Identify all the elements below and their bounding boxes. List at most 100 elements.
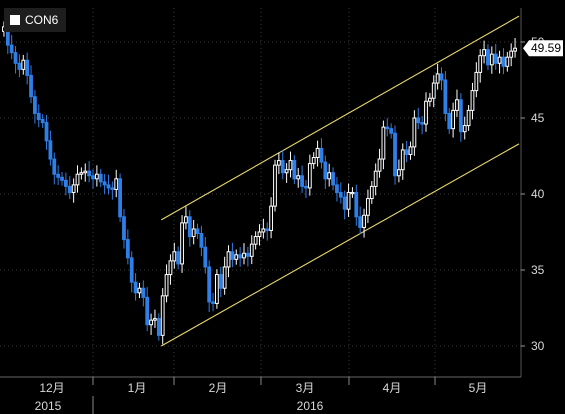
y-axis: 3035404550 — [520, 8, 545, 377]
candle-body — [180, 222, 184, 265]
candle-body — [106, 184, 111, 189]
candle-body — [431, 82, 436, 99]
candle-body — [75, 173, 80, 186]
candle-body — [261, 228, 266, 233]
candle-body — [416, 117, 421, 124]
candle-body — [71, 184, 76, 193]
candle-body — [176, 251, 181, 265]
candle-body — [87, 170, 92, 177]
candle-body — [292, 160, 297, 180]
candle-body — [17, 62, 22, 70]
candle-body — [40, 119, 45, 124]
candle-body — [315, 147, 320, 159]
candle-body — [153, 318, 157, 321]
candle-body — [435, 73, 440, 84]
candle-body — [501, 56, 506, 67]
candle-body — [149, 319, 153, 326]
candle-body — [358, 216, 363, 228]
candle-body — [118, 178, 122, 218]
candle-body — [29, 74, 33, 98]
candle-body — [114, 178, 119, 190]
candle-body — [249, 243, 254, 257]
candle-body — [133, 281, 138, 294]
candle-body — [362, 214, 366, 228]
candle-body — [474, 71, 479, 92]
candle-body — [9, 44, 14, 54]
candle-body — [493, 53, 498, 64]
channel-upper-line — [160, 15, 520, 221]
candle-body — [373, 170, 378, 187]
candle-body — [48, 140, 53, 160]
candle-body — [424, 100, 428, 125]
candle-body — [56, 173, 61, 178]
candle-body — [420, 122, 425, 125]
candle-body — [184, 216, 188, 224]
x-year-label: 2015 — [35, 399, 62, 413]
candle-body — [211, 301, 215, 304]
candle-body — [21, 59, 26, 70]
candle-body — [67, 185, 72, 193]
x-axis-band — [0, 377, 565, 414]
candle-body — [342, 196, 347, 210]
candlesticks — [2, 19, 517, 345]
candle-body — [389, 128, 394, 134]
candle-body — [427, 97, 432, 102]
candle-body — [160, 295, 165, 336]
candle-body — [497, 56, 502, 64]
candle-body — [350, 191, 355, 195]
candle-body — [307, 163, 312, 189]
legend[interactable]: CON6 — [4, 8, 67, 32]
candle-body — [83, 170, 88, 174]
candle-body — [13, 52, 18, 64]
candle-body — [296, 175, 301, 180]
x-month-label: 5月 — [469, 381, 488, 395]
candle-body — [125, 239, 130, 259]
candle-body — [280, 160, 285, 174]
candle-body — [489, 53, 494, 66]
candle-body — [52, 158, 57, 175]
x-year-label: 2016 — [297, 399, 324, 413]
last-price-label: 49.59 — [523, 40, 563, 57]
last-price-box — [523, 40, 563, 57]
candle-body — [230, 251, 235, 260]
candle-body — [319, 147, 324, 163]
candle-body — [462, 125, 467, 133]
candle-body — [191, 228, 196, 238]
candle-body — [327, 172, 332, 180]
candle-body — [486, 49, 490, 66]
candle-body — [238, 254, 243, 259]
candle-body — [466, 109, 471, 127]
candle-body — [203, 246, 208, 268]
x-month-label: 4月 — [383, 381, 402, 395]
candle-body — [257, 231, 262, 238]
candle-body — [141, 287, 146, 298]
y-tick-label: 30 — [531, 339, 545, 353]
candle-body — [288, 160, 293, 171]
candle-body — [482, 49, 486, 57]
candle-body — [505, 56, 510, 67]
candle-body — [300, 175, 304, 187]
candle-body — [478, 55, 483, 73]
candle-body — [311, 157, 316, 165]
candle-body — [242, 252, 246, 259]
candle-body — [335, 184, 339, 193]
candle-body — [397, 169, 401, 177]
candle-body — [304, 185, 308, 189]
candle-body — [366, 198, 370, 216]
candle-body — [323, 161, 328, 180]
candle-body — [36, 112, 41, 121]
candle-body — [222, 266, 227, 289]
candle-body — [25, 59, 30, 76]
candle-body — [276, 160, 281, 166]
candle-body — [91, 175, 95, 180]
candle-body — [400, 149, 405, 171]
candle-body — [509, 50, 514, 58]
candle-body — [253, 236, 258, 245]
candle-body — [168, 260, 173, 276]
candle-body — [381, 126, 386, 160]
candle-body — [455, 99, 459, 111]
candle-body — [393, 132, 397, 177]
candle-body — [33, 96, 37, 114]
candle-body — [199, 233, 204, 248]
candle-body — [331, 172, 335, 186]
